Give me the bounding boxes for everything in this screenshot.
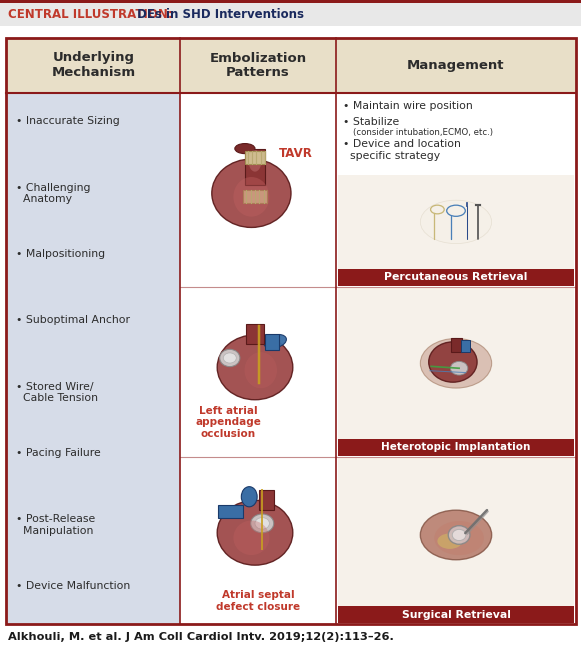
Ellipse shape bbox=[437, 533, 462, 549]
Ellipse shape bbox=[250, 514, 274, 533]
Bar bbox=[245, 148, 265, 185]
Bar bbox=[243, 189, 267, 202]
Ellipse shape bbox=[420, 201, 492, 243]
Text: • Stored Wire/
  Cable Tension: • Stored Wire/ Cable Tension bbox=[16, 381, 98, 404]
Text: Alkhouli, M. et al. J Am Coll Cardiol Intv. 2019;12(2):113–26.: Alkhouli, M. et al. J Am Coll Cardiol In… bbox=[8, 632, 394, 642]
Ellipse shape bbox=[234, 177, 270, 217]
Ellipse shape bbox=[429, 342, 477, 382]
Text: Embolization
Patterns: Embolization Patterns bbox=[209, 51, 307, 79]
Ellipse shape bbox=[245, 352, 277, 388]
Bar bbox=[6, 93, 180, 624]
Ellipse shape bbox=[450, 361, 468, 375]
Ellipse shape bbox=[234, 521, 270, 555]
Bar bbox=[245, 152, 265, 165]
Text: Underlying
Mechanism: Underlying Mechanism bbox=[52, 51, 136, 79]
Ellipse shape bbox=[264, 335, 286, 348]
Text: Heterotopic Implantation: Heterotopic Implantation bbox=[381, 442, 530, 452]
Bar bbox=[0, 0, 581, 26]
Ellipse shape bbox=[435, 521, 484, 555]
Text: • Inaccurate Sizing: • Inaccurate Sizing bbox=[16, 117, 120, 126]
Ellipse shape bbox=[420, 510, 492, 560]
Text: • Pacing Failure: • Pacing Failure bbox=[16, 448, 101, 458]
Ellipse shape bbox=[212, 159, 291, 227]
Bar bbox=[451, 339, 462, 352]
Text: • Post-Release
  Manipulation: • Post-Release Manipulation bbox=[16, 514, 95, 536]
Bar bbox=[338, 458, 574, 623]
Bar bbox=[217, 505, 243, 518]
Ellipse shape bbox=[217, 335, 293, 400]
Bar bbox=[461, 340, 470, 352]
Text: CENTRAL ILLUSTRATION:: CENTRAL ILLUSTRATION: bbox=[8, 8, 173, 20]
Ellipse shape bbox=[249, 150, 261, 172]
Text: Percutaneous Retrieval: Percutaneous Retrieval bbox=[384, 272, 528, 283]
Bar bbox=[338, 175, 574, 286]
Text: Left atrial
appendage
occlusion: Left atrial appendage occlusion bbox=[195, 406, 261, 439]
Ellipse shape bbox=[452, 529, 466, 540]
Bar bbox=[338, 606, 574, 623]
Text: • Challenging
  Anatomy: • Challenging Anatomy bbox=[16, 183, 91, 204]
Text: • Suboptimal Anchor: • Suboptimal Anchor bbox=[16, 315, 130, 326]
Bar bbox=[0, 0, 581, 3]
Text: Atrial septal
defect closure: Atrial septal defect closure bbox=[216, 590, 300, 612]
Bar bbox=[265, 334, 279, 350]
Ellipse shape bbox=[235, 144, 255, 154]
Text: Management: Management bbox=[406, 59, 504, 72]
Ellipse shape bbox=[220, 350, 240, 367]
Text: (consider intubation,ECMO, etc.): (consider intubation,ECMO, etc.) bbox=[353, 128, 493, 137]
Text: • Maintain wire position: • Maintain wire position bbox=[343, 101, 473, 111]
Ellipse shape bbox=[223, 353, 236, 363]
Bar bbox=[259, 490, 274, 510]
Text: Surgical Retrieval: Surgical Retrieval bbox=[401, 609, 511, 620]
Ellipse shape bbox=[420, 339, 492, 388]
Bar bbox=[338, 288, 574, 456]
Bar bbox=[338, 269, 574, 286]
Text: DEs in SHD Interventions: DEs in SHD Interventions bbox=[133, 8, 304, 20]
Bar bbox=[338, 439, 574, 456]
Text: • Device and location
  specific strategy: • Device and location specific strategy bbox=[343, 139, 461, 161]
Bar bbox=[6, 38, 576, 93]
Text: • Stabilize: • Stabilize bbox=[343, 117, 399, 127]
Text: TAVR: TAVR bbox=[279, 147, 313, 160]
Bar bbox=[246, 324, 264, 344]
Ellipse shape bbox=[449, 525, 470, 544]
Ellipse shape bbox=[217, 501, 293, 565]
Ellipse shape bbox=[255, 518, 270, 529]
Text: • Malpositioning: • Malpositioning bbox=[16, 249, 105, 259]
Text: • Device Malfunction: • Device Malfunction bbox=[16, 581, 130, 591]
Ellipse shape bbox=[241, 487, 257, 507]
